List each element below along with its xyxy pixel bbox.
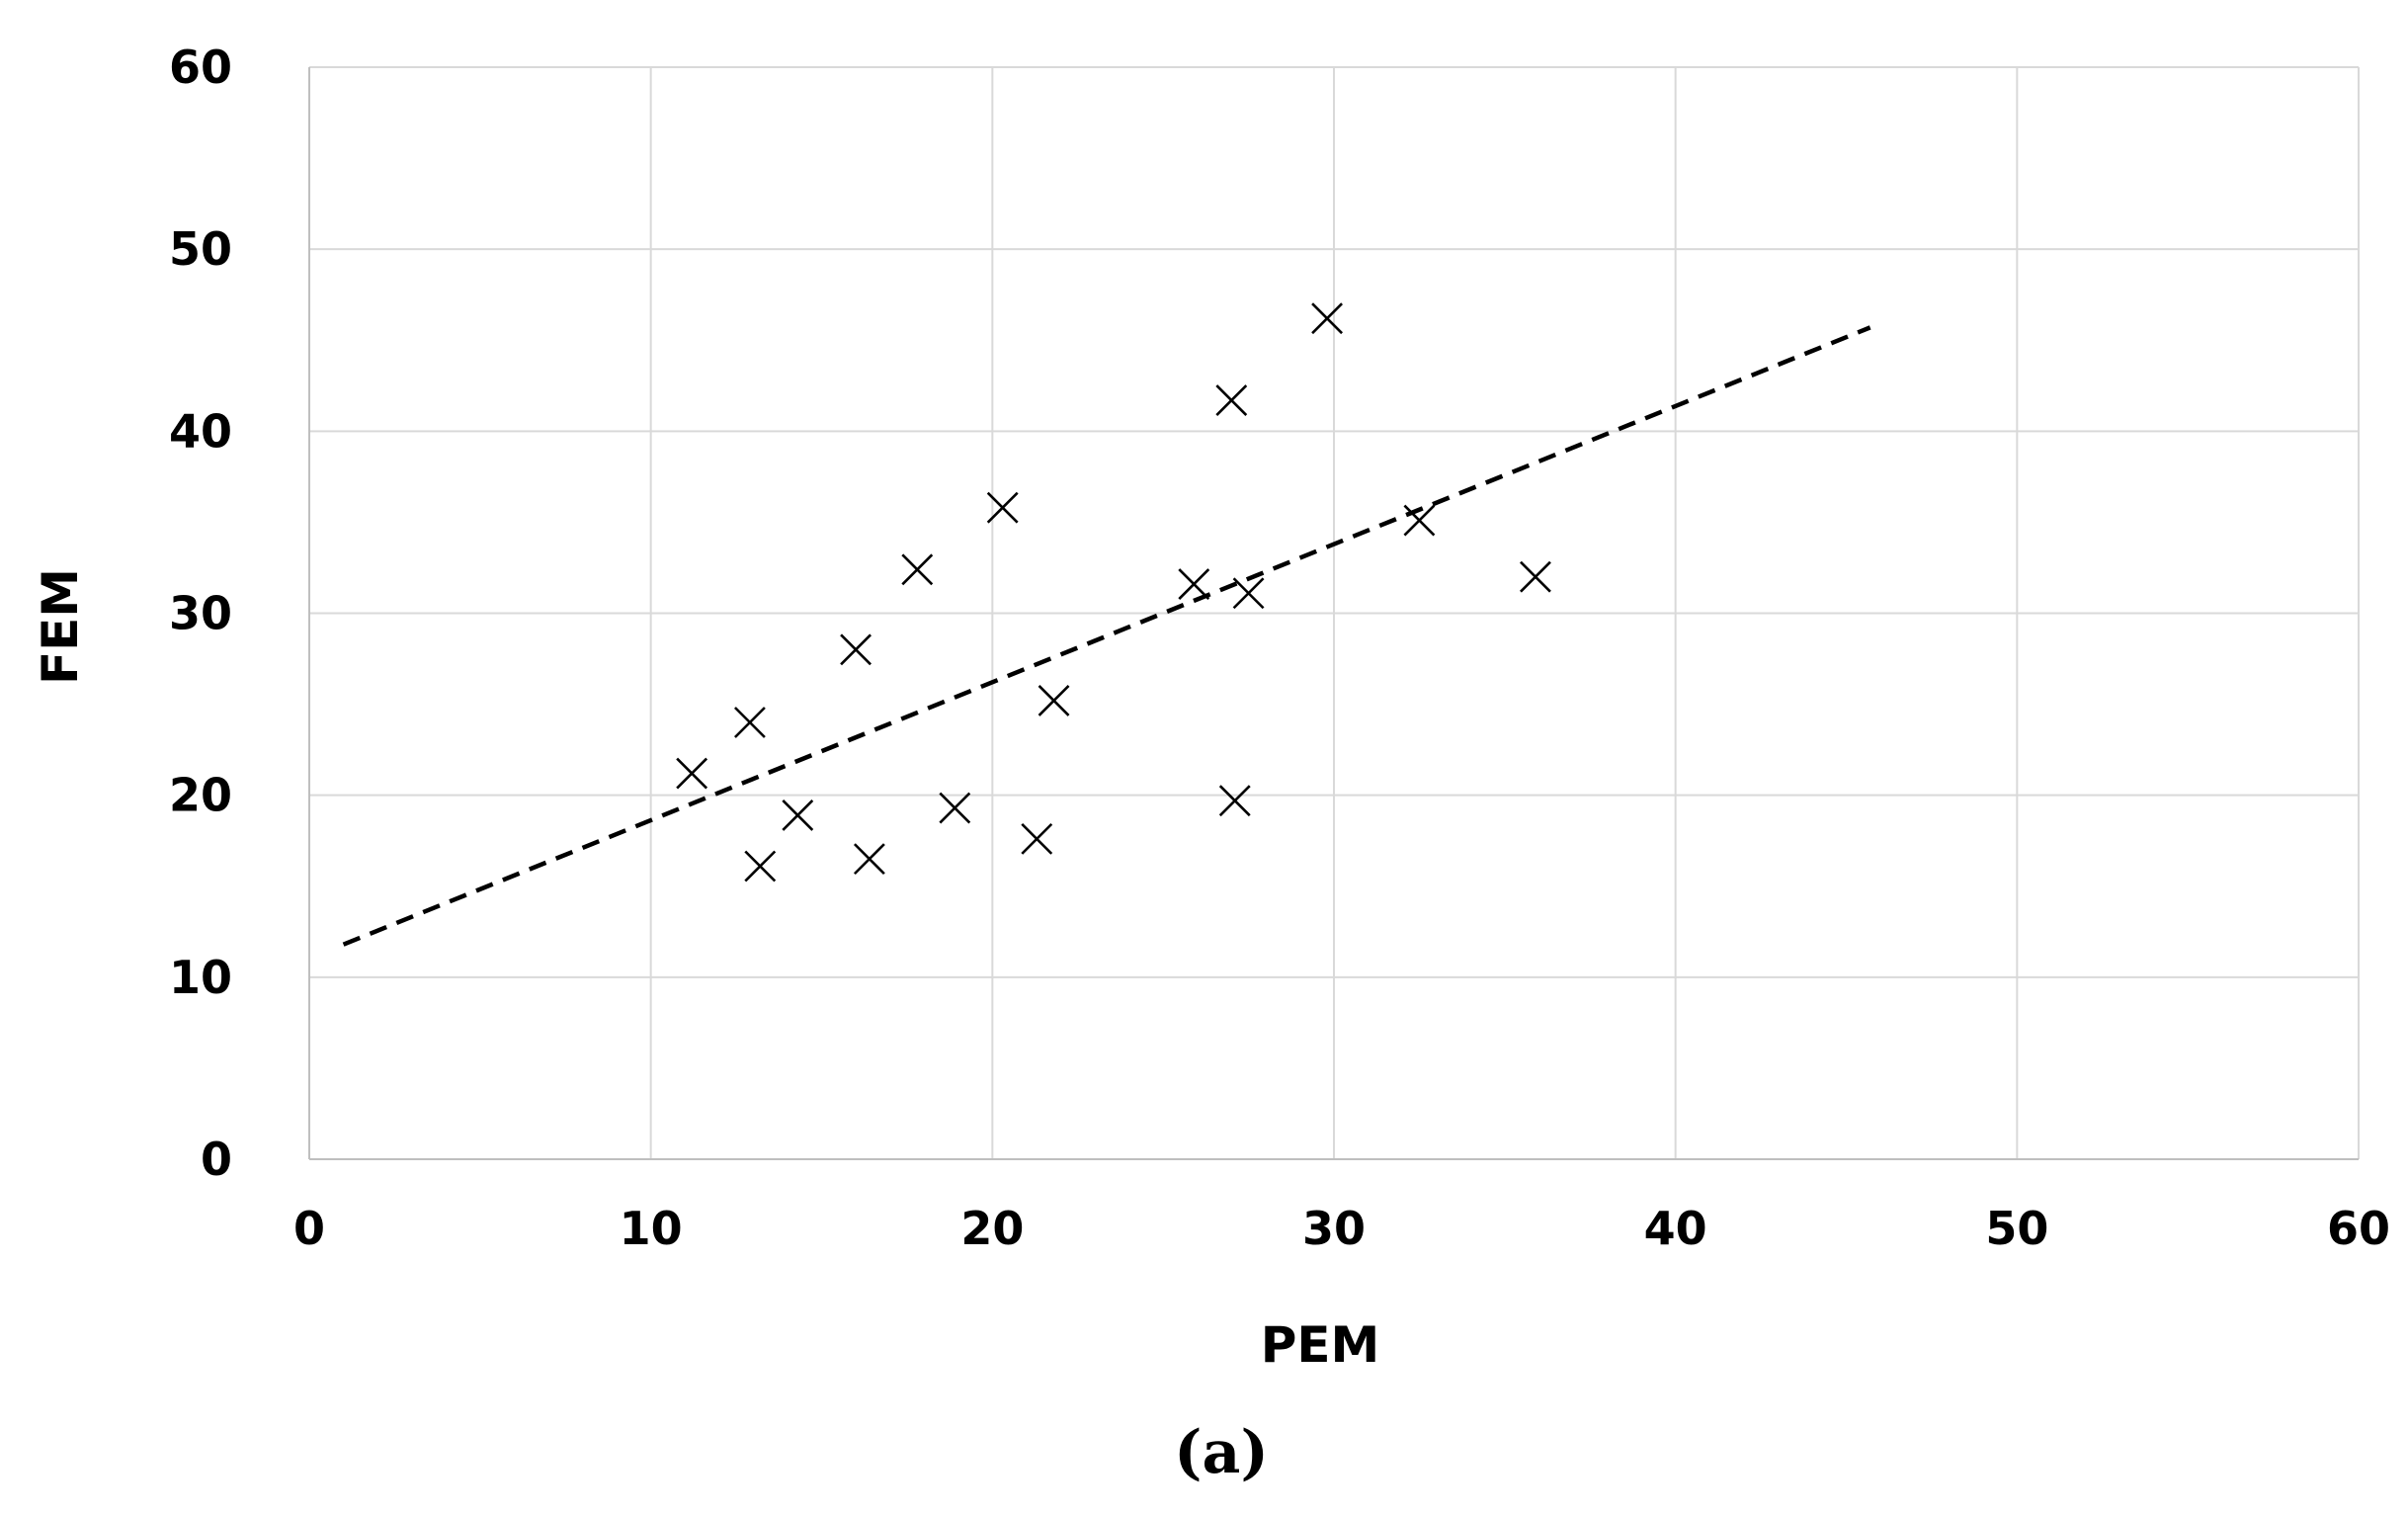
data-point bbox=[901, 553, 934, 586]
trendline-layer bbox=[342, 325, 1871, 947]
y-tick-label: 30 bbox=[169, 587, 232, 640]
data-point bbox=[1021, 822, 1053, 855]
data-point-stroke bbox=[1021, 822, 1053, 855]
data-point bbox=[986, 491, 1019, 524]
data-point bbox=[1403, 504, 1436, 537]
y-tick-label: 60 bbox=[169, 41, 232, 94]
x-tick-label: 60 bbox=[2327, 1202, 2390, 1255]
data-point-stroke bbox=[782, 800, 814, 831]
x-tick-label: 10 bbox=[620, 1202, 683, 1255]
y-axis-title: FEM bbox=[32, 568, 89, 685]
data-point bbox=[1311, 302, 1344, 335]
data-point-stroke bbox=[939, 792, 971, 824]
x-tick-label: 30 bbox=[1302, 1202, 1366, 1255]
data-point bbox=[782, 800, 814, 831]
data-point-stroke bbox=[1232, 577, 1265, 610]
data-point-stroke bbox=[1311, 302, 1344, 335]
data-point bbox=[1520, 560, 1551, 593]
figure-caption: (a) bbox=[1174, 1418, 1269, 1487]
linear-trendline bbox=[342, 325, 1871, 947]
axes bbox=[308, 67, 2359, 1160]
y-tick-label: 50 bbox=[169, 222, 232, 276]
x-tick-label: 40 bbox=[1644, 1202, 1707, 1255]
gridlines bbox=[309, 66, 2360, 1159]
data-point bbox=[939, 792, 971, 824]
y-tick-label: 40 bbox=[169, 404, 232, 458]
x-tick-label: 50 bbox=[1985, 1202, 2048, 1255]
x-tick-label: 20 bbox=[960, 1202, 1024, 1255]
data-point-stroke bbox=[1038, 684, 1070, 716]
data-point-stroke bbox=[1215, 384, 1248, 416]
data-point bbox=[744, 850, 777, 883]
data-point bbox=[733, 707, 766, 738]
data-points bbox=[676, 302, 1551, 883]
data-point-stroke bbox=[744, 850, 777, 883]
data-point bbox=[840, 633, 872, 666]
data-point bbox=[1038, 684, 1070, 716]
y-tick-label: 20 bbox=[169, 769, 232, 822]
y-tick-label: 10 bbox=[169, 951, 232, 1004]
data-point-stroke bbox=[733, 707, 766, 738]
data-point-stroke bbox=[1218, 785, 1251, 817]
data-point bbox=[1232, 577, 1265, 610]
data-point-stroke bbox=[1520, 560, 1551, 593]
x-axis-title: PEM bbox=[1261, 1316, 1380, 1374]
data-point bbox=[676, 757, 708, 790]
data-point bbox=[1215, 384, 1248, 416]
tick-labels: 0 10 20 30 40 50 60 0 10 20 30 40 50 60 bbox=[169, 41, 2390, 1255]
data-point-stroke bbox=[1403, 504, 1436, 537]
data-point-stroke bbox=[901, 553, 934, 586]
data-point-stroke bbox=[676, 757, 708, 790]
data-point-stroke bbox=[986, 491, 1019, 524]
data-point bbox=[1218, 785, 1251, 817]
x-tick-label: 0 bbox=[293, 1202, 325, 1255]
data-point-stroke bbox=[853, 843, 885, 876]
data-point-stroke bbox=[1178, 568, 1210, 600]
data-point-stroke bbox=[840, 633, 872, 666]
data-point bbox=[853, 843, 885, 876]
data-point bbox=[1178, 568, 1210, 600]
y-tick-label: 0 bbox=[201, 1133, 232, 1186]
